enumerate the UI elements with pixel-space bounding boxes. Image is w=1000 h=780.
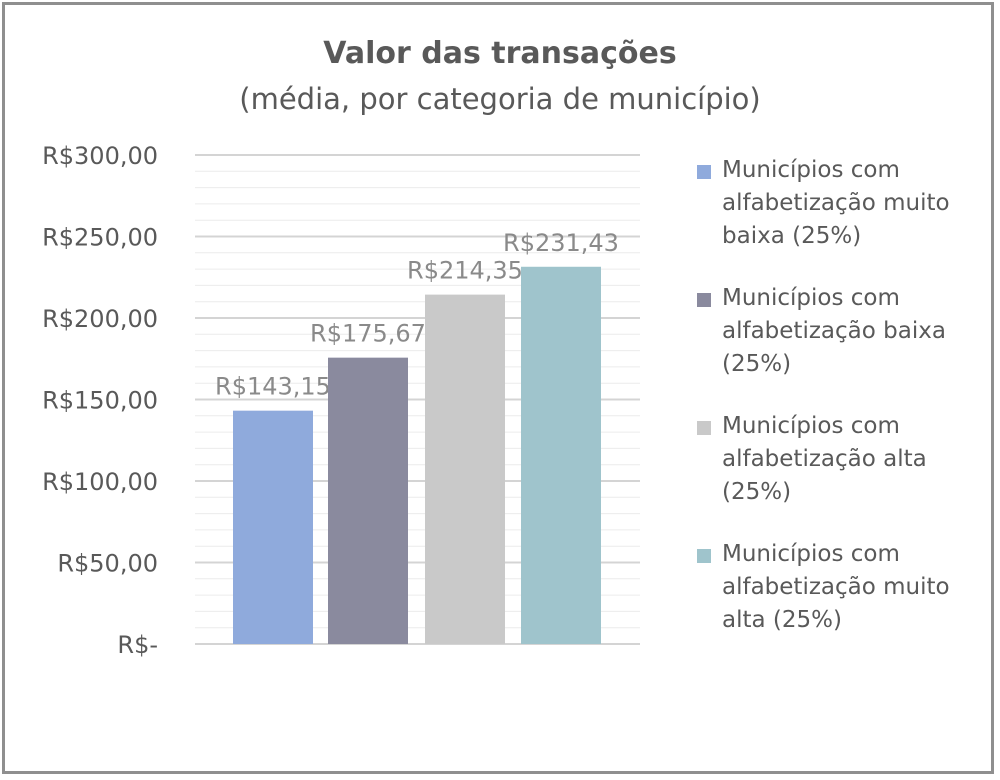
y-tick-label: R$150,00 bbox=[42, 387, 158, 415]
bar bbox=[425, 294, 505, 644]
data-label: R$143,15 bbox=[215, 373, 331, 401]
data-label: R$214,35 bbox=[407, 257, 523, 285]
chart-legend: Municípios com alfabetização muito baixa… bbox=[694, 154, 994, 666]
y-tick-label: R$50,00 bbox=[57, 550, 158, 578]
data-label: R$231,43 bbox=[503, 229, 619, 257]
legend-swatch bbox=[697, 293, 711, 307]
bar bbox=[328, 357, 408, 644]
legend-label: Municípios com alfabetização muito alta … bbox=[722, 541, 950, 633]
legend-item: Municípios com alfabetização alta (25%) bbox=[694, 410, 994, 538]
legend-item: Municípios com alfabetização muito alta … bbox=[694, 538, 994, 666]
legend-swatch bbox=[697, 421, 711, 435]
chart-title: Valor das transações bbox=[323, 36, 677, 71]
legend-swatch bbox=[697, 165, 711, 179]
legend-item: Municípios com alfabetização baixa (25%) bbox=[694, 282, 994, 410]
legend-item: Municípios com alfabetização muito baixa… bbox=[694, 154, 994, 282]
y-tick-label: R$250,00 bbox=[42, 224, 158, 252]
y-tick-label: R$- bbox=[117, 631, 158, 659]
y-tick-label: R$200,00 bbox=[42, 305, 158, 333]
chart-subtitle: (média, por categoria de município) bbox=[239, 82, 761, 116]
legend-label: Municípios com alfabetização baixa (25%) bbox=[722, 285, 946, 377]
bar bbox=[233, 410, 313, 644]
legend-label: Municípios com alfabetização muito baixa… bbox=[722, 157, 950, 249]
y-tick-label: R$100,00 bbox=[42, 468, 158, 496]
legend-swatch bbox=[697, 549, 711, 563]
data-label: R$175,67 bbox=[310, 320, 426, 348]
bar bbox=[521, 266, 601, 644]
legend-label: Municípios com alfabetização alta (25%) bbox=[722, 413, 927, 505]
y-tick-label: R$300,00 bbox=[42, 142, 158, 170]
